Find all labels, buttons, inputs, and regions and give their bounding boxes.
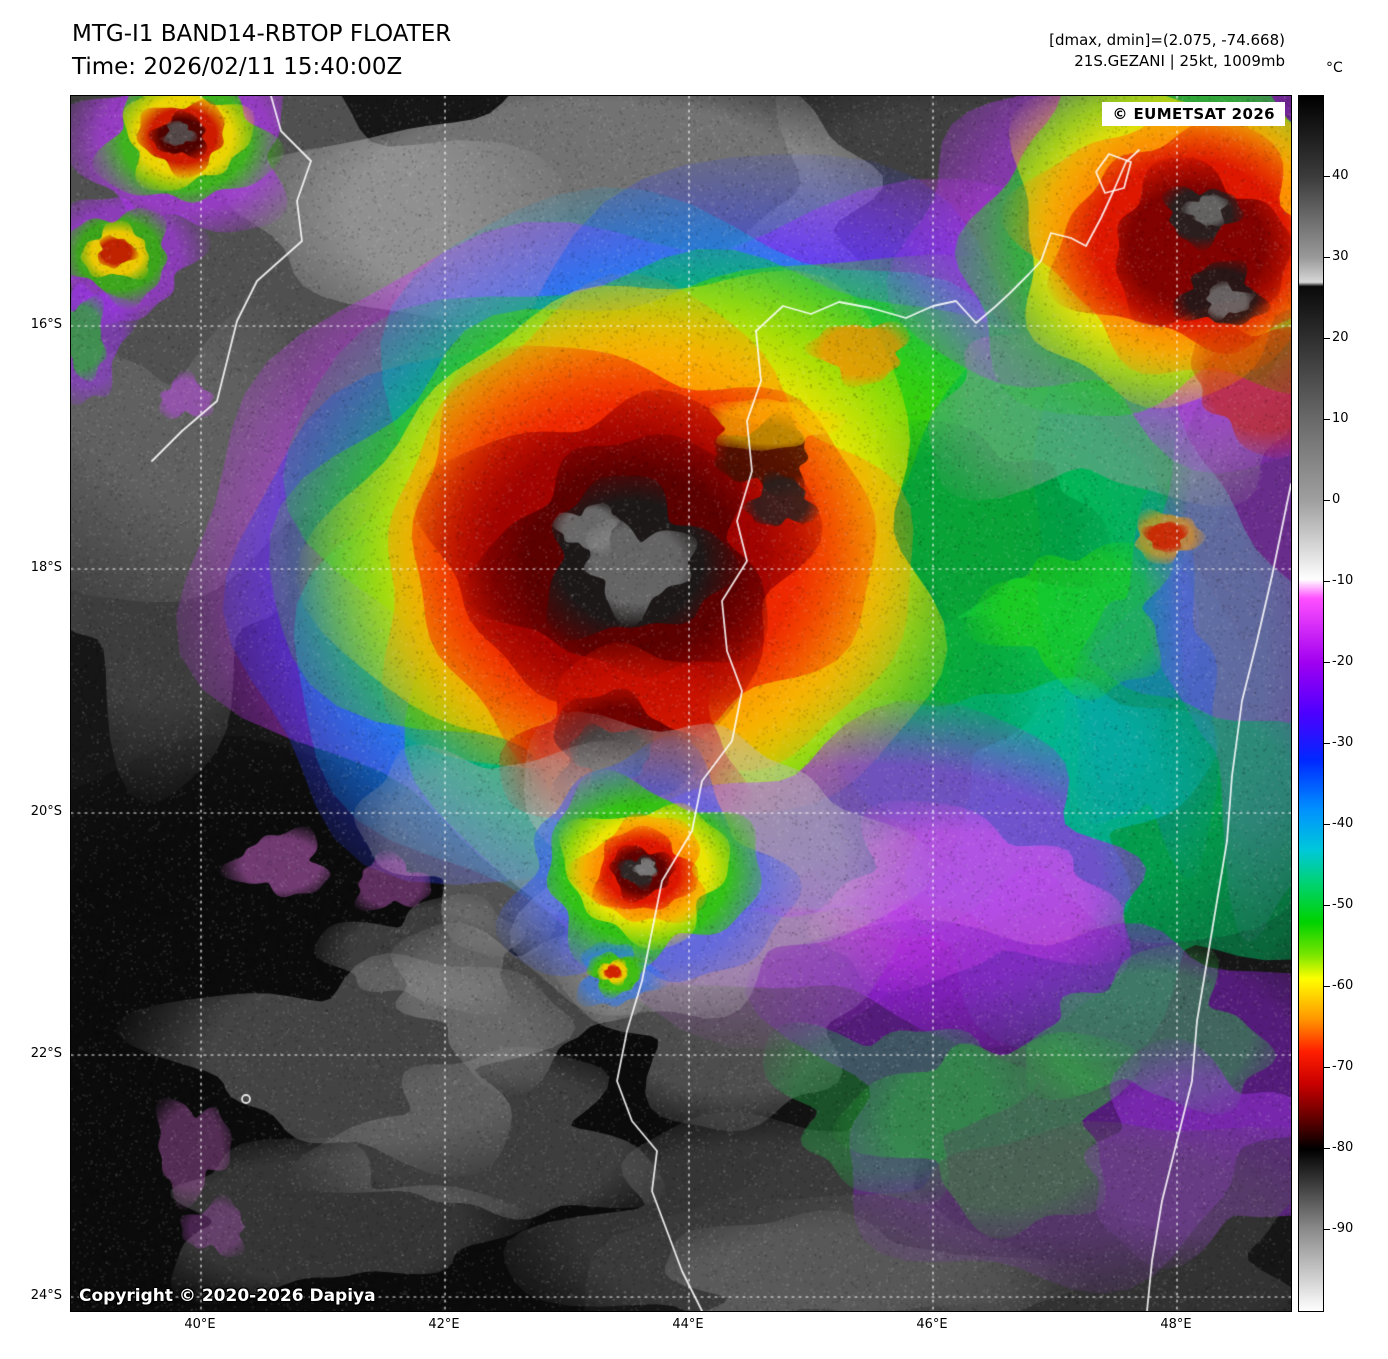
colorbar-tick bbox=[1324, 338, 1330, 339]
header-left: MTG-I1 BAND14-RBTOP FLOATER Time: 2026/0… bbox=[72, 18, 451, 84]
header-right: [dmax, dmin]=(2.075, -74.668) 21S.GEZANI… bbox=[1049, 30, 1285, 72]
lat-label: 22°S bbox=[30, 1046, 62, 1061]
lon-label: 48°E bbox=[1160, 1317, 1192, 1332]
product-title: MTG-I1 BAND14-RBTOP FLOATER bbox=[72, 21, 452, 47]
colorbar-tick-label: -70 bbox=[1332, 1059, 1354, 1074]
lon-label: 42°E bbox=[428, 1317, 460, 1332]
eumetsat-watermark: © EUMETSAT 2026 bbox=[1102, 102, 1285, 126]
colorbar-tick bbox=[1324, 257, 1330, 258]
colorbar-tick bbox=[1324, 419, 1330, 420]
storm-label: 21S.GEZANI | 25kt, 1009mb bbox=[1074, 52, 1285, 70]
colorbar-tick bbox=[1324, 176, 1330, 177]
colorbar-tick bbox=[1324, 986, 1330, 987]
colorbar-tick-label: -20 bbox=[1332, 654, 1354, 669]
colorbar-tick-label: -40 bbox=[1332, 816, 1354, 831]
colorbar-tick-label: -10 bbox=[1332, 573, 1354, 588]
lon-label: 44°E bbox=[672, 1317, 704, 1332]
satellite-image-canvas bbox=[71, 96, 1291, 1311]
colorbar-tick-label: 10 bbox=[1332, 411, 1349, 426]
colorbar-tick-label: -30 bbox=[1332, 735, 1354, 750]
colorbar-tick bbox=[1324, 1148, 1330, 1149]
colorbar-tick-label: 0 bbox=[1332, 492, 1341, 507]
colorbar-tick-label: -90 bbox=[1332, 1221, 1354, 1236]
colorbar bbox=[1298, 95, 1324, 1312]
colorbar-tick bbox=[1324, 581, 1330, 582]
colorbar-tick bbox=[1324, 905, 1330, 906]
colorbar-tick-label: 30 bbox=[1332, 249, 1349, 264]
range-label: [dmax, dmin]=(2.075, -74.668) bbox=[1049, 31, 1285, 49]
colorbar-tick bbox=[1324, 500, 1330, 501]
colorbar-unit-label: °C bbox=[1326, 60, 1343, 76]
colorbar-tick-label: -60 bbox=[1332, 978, 1354, 993]
colorbar-tick-label: 40 bbox=[1332, 168, 1349, 183]
lat-label: 16°S bbox=[30, 317, 62, 332]
lat-label: 20°S bbox=[30, 804, 62, 819]
colorbar-tick bbox=[1324, 1067, 1330, 1068]
lat-label: 18°S bbox=[30, 560, 62, 575]
colorbar-tick bbox=[1324, 824, 1330, 825]
lat-label: 24°S bbox=[30, 1288, 62, 1303]
lon-label: 46°E bbox=[916, 1317, 948, 1332]
colorbar-tick-label: 20 bbox=[1332, 330, 1349, 345]
colorbar-tick-label: -80 bbox=[1332, 1140, 1354, 1155]
product-time: Time: 2026/02/11 15:40:00Z bbox=[72, 54, 403, 80]
colorbar-tick bbox=[1324, 662, 1330, 663]
colorbar-tick bbox=[1324, 743, 1330, 744]
colorbar-tick-label: -50 bbox=[1332, 897, 1354, 912]
colorbar-tick bbox=[1324, 1229, 1330, 1230]
satellite-map: © EUMETSAT 2026 Copyright © 2020-2026 Da… bbox=[70, 95, 1292, 1312]
copyright-label: Copyright © 2020-2026 Dapiya bbox=[79, 1286, 376, 1306]
colorbar-gradient bbox=[1299, 96, 1323, 1311]
lon-label: 40°E bbox=[184, 1317, 216, 1332]
